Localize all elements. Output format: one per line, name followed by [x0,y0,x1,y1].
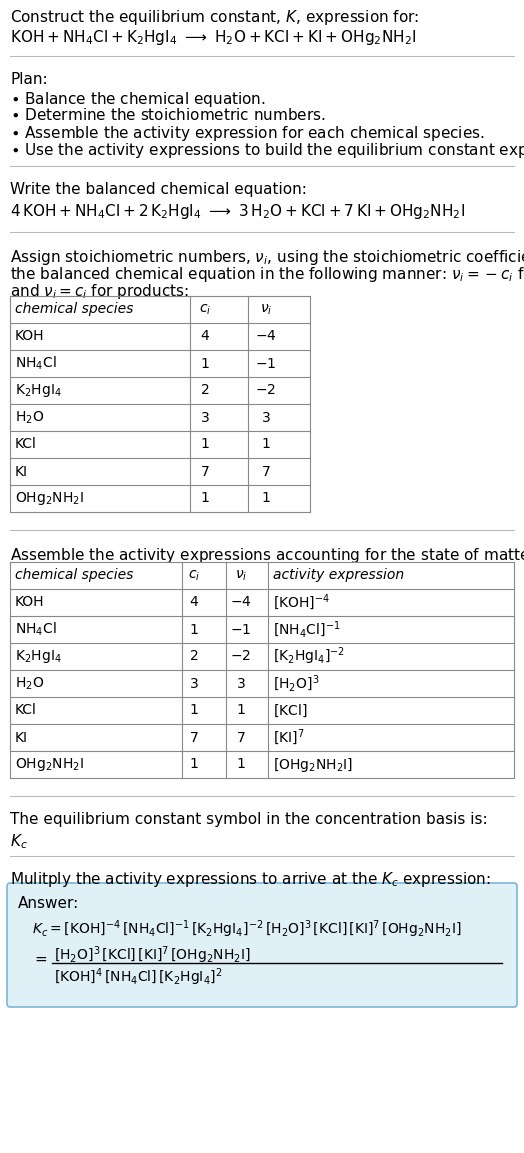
Text: $[\mathrm{KOH}]^{-4}$: $[\mathrm{KOH}]^{-4}$ [273,593,330,612]
Text: $c_i$: $c_i$ [199,302,211,317]
Text: 3: 3 [190,677,199,691]
Text: $[\mathrm{H_2O}]^3\,[\mathrm{KCl}]\,[\mathrm{KI}]^7\,[\mathrm{OHg_2NH_2I}]$: $[\mathrm{H_2O}]^3\,[\mathrm{KCl}]\,[\ma… [54,944,251,965]
Text: 7: 7 [237,731,245,745]
Text: chemical species: chemical species [15,302,134,317]
Text: Mulitply the activity expressions to arrive at the $K_c$ expression:: Mulitply the activity expressions to arr… [10,871,490,889]
Text: $\bullet$ Assemble the activity expression for each chemical species.: $\bullet$ Assemble the activity expressi… [10,125,485,143]
Text: 7: 7 [201,465,210,478]
Text: $-4$: $-4$ [230,595,252,610]
Text: $[\mathrm{NH_4Cl}]^{-1}$: $[\mathrm{NH_4Cl}]^{-1}$ [273,619,341,640]
Text: 1: 1 [201,356,210,370]
Text: 1: 1 [236,703,245,717]
Text: KI: KI [15,465,28,478]
Text: 3: 3 [261,410,270,424]
Text: $\bullet$ Balance the chemical equation.: $\bullet$ Balance the chemical equation. [10,90,266,110]
Text: KCl: KCl [15,437,37,452]
Text: $\mathrm{K_2HgI_4}$: $\mathrm{K_2HgI_4}$ [15,382,62,399]
Text: KI: KI [15,731,28,745]
Text: $[\mathrm{KOH}]^4\,[\mathrm{NH_4Cl}]\,[\mathrm{K_2HgI_4}]^2$: $[\mathrm{KOH}]^4\,[\mathrm{NH_4Cl}]\,[\… [54,966,223,988]
FancyBboxPatch shape [7,883,517,1007]
Text: 1: 1 [190,623,199,636]
Text: $\bullet$ Determine the stoichiometric numbers.: $\bullet$ Determine the stoichiometric n… [10,107,326,123]
Text: 1: 1 [201,437,210,452]
Text: and $\nu_i = c_i$ for products:: and $\nu_i = c_i$ for products: [10,282,189,301]
Text: $c_i$: $c_i$ [188,568,200,582]
Text: $-1$: $-1$ [231,623,252,636]
Text: $\nu_i$: $\nu_i$ [235,568,247,582]
Text: Assemble the activity expressions accounting for the state of matter and $\nu_i$: Assemble the activity expressions accoun… [10,547,524,565]
Text: The equilibrium constant symbol in the concentration basis is:: The equilibrium constant symbol in the c… [10,812,488,827]
Text: $[\mathrm{KCl}]$: $[\mathrm{KCl}]$ [273,702,308,718]
Text: the balanced chemical equation in the following manner: $\nu_i = -c_i$ for react: the balanced chemical equation in the fo… [10,265,524,284]
Text: Write the balanced chemical equation:: Write the balanced chemical equation: [10,182,307,197]
Text: 1: 1 [261,491,270,505]
Text: $\nu_i$: $\nu_i$ [260,302,272,317]
Text: $\mathrm{H_2O}$: $\mathrm{H_2O}$ [15,409,44,425]
Text: $[\mathrm{OHg_2NH_2I}]$: $[\mathrm{OHg_2NH_2I}]$ [273,755,353,774]
Text: 7: 7 [261,465,270,478]
Text: 3: 3 [201,410,210,424]
Text: $K_c = [\mathrm{KOH}]^{-4}\,[\mathrm{NH_4Cl}]^{-1}\,[\mathrm{K_2HgI_4}]^{-2}\,[\: $K_c = [\mathrm{KOH}]^{-4}\,[\mathrm{NH_… [32,918,462,940]
Text: Answer:: Answer: [18,896,79,911]
Text: 7: 7 [190,731,199,745]
Text: KOH: KOH [15,330,45,344]
Text: Assign stoichiometric numbers, $\nu_i$, using the stoichiometric coefficients, $: Assign stoichiometric numbers, $\nu_i$, … [10,248,524,267]
Text: $\mathrm{H_2O}$: $\mathrm{H_2O}$ [15,676,44,692]
Text: $K_c$: $K_c$ [10,832,28,851]
Text: $-2$: $-2$ [231,649,252,663]
Text: $\mathrm{KOH + NH_4Cl + K_2HgI_4 \ \longrightarrow \ H_2O + KCl + KI + OHg_2NH_2: $\mathrm{KOH + NH_4Cl + K_2HgI_4 \ \long… [10,28,417,47]
Text: $\mathrm{OHg_2NH_2I}$: $\mathrm{OHg_2NH_2I}$ [15,490,84,507]
Text: 2: 2 [190,649,199,663]
Text: Construct the equilibrium constant, $K$, expression for:: Construct the equilibrium constant, $K$,… [10,8,419,27]
Text: $\mathrm{NH_4Cl}$: $\mathrm{NH_4Cl}$ [15,620,57,639]
Text: $-4$: $-4$ [255,330,277,344]
Text: $[\mathrm{K_2HgI_4}]^{-2}$: $[\mathrm{K_2HgI_4}]^{-2}$ [273,646,345,668]
Text: 4: 4 [201,330,210,344]
Text: 1: 1 [190,758,199,771]
Text: $[\mathrm{KI}]^7$: $[\mathrm{KI}]^7$ [273,728,304,747]
Text: 2: 2 [201,384,210,398]
Text: $[\mathrm{H_2O}]^3$: $[\mathrm{H_2O}]^3$ [273,673,320,694]
Text: activity expression: activity expression [273,568,404,582]
Text: $=$: $=$ [32,950,48,965]
Text: Plan:: Plan: [10,71,48,86]
Text: $\mathrm{K_2HgI_4}$: $\mathrm{K_2HgI_4}$ [15,648,62,665]
Text: 1: 1 [236,758,245,771]
Text: 1: 1 [261,437,270,452]
Text: KOH: KOH [15,595,45,610]
Text: KCl: KCl [15,703,37,717]
Text: $\mathrm{NH_4Cl}$: $\mathrm{NH_4Cl}$ [15,355,57,372]
Text: $\mathrm{OHg_2NH_2I}$: $\mathrm{OHg_2NH_2I}$ [15,756,84,773]
Text: 3: 3 [237,677,245,691]
Text: $-2$: $-2$ [256,384,277,398]
Text: chemical species: chemical species [15,568,134,582]
Text: $\mathrm{4\,KOH + NH_4Cl + 2\,K_2HgI_4 \ \longrightarrow \ 3\,H_2O + KCl + 7\,KI: $\mathrm{4\,KOH + NH_4Cl + 2\,K_2HgI_4 \… [10,202,465,221]
Text: 4: 4 [190,595,199,610]
Text: $\bullet$ Use the activity expressions to build the equilibrium constant express: $\bullet$ Use the activity expressions t… [10,141,524,160]
Text: 1: 1 [201,491,210,505]
Text: 1: 1 [190,703,199,717]
Text: $-1$: $-1$ [255,356,277,370]
